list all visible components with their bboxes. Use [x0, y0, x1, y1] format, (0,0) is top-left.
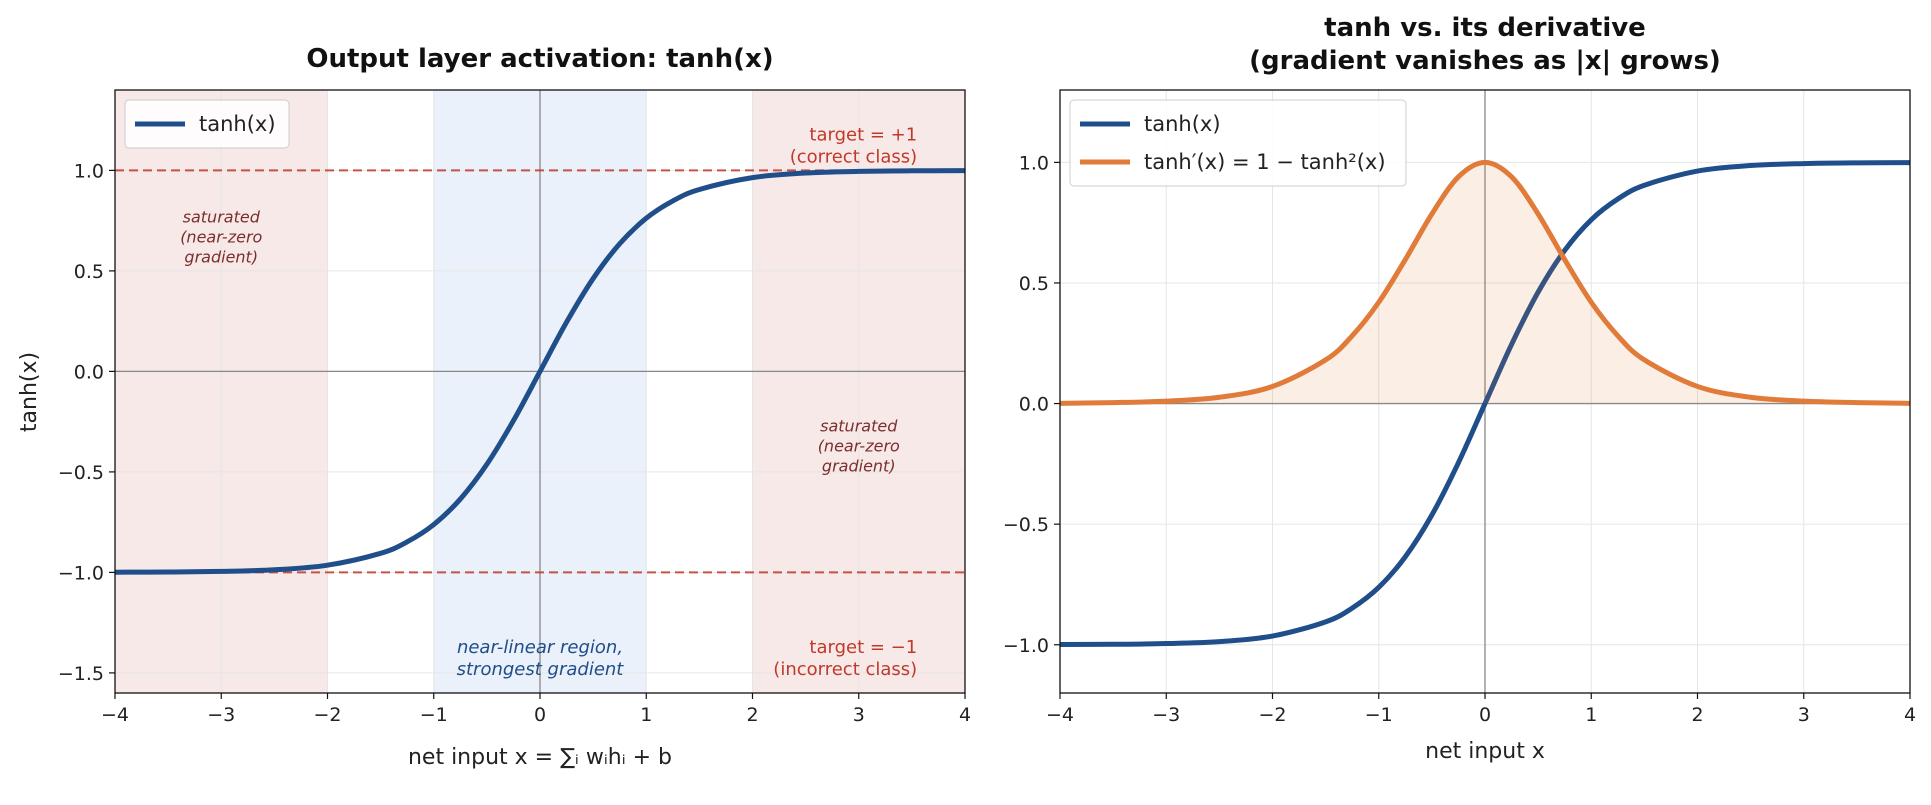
right-ticks: −4 −3 −2 −1 0 1 2 3 4 1.0 0.5 0.0 −0.5 −1.0: [1003, 152, 1916, 726]
x-tick-label: 2: [1691, 704, 1703, 726]
y-tick-label: 0.5: [1019, 273, 1049, 295]
legend-label: tanh′(x) = 1 − tanh²(x): [1144, 150, 1386, 174]
annotation-target-negative: target = −1 (incorrect class): [773, 637, 917, 680]
x-tick-label: 3: [853, 704, 865, 726]
x-tick-label: 0: [1479, 704, 1491, 726]
left-x-axis-label: net input x = ∑ᵢ wᵢhᵢ + b: [408, 745, 672, 770]
x-tick-label: −4: [1046, 704, 1074, 726]
annotation-near-linear: near-linear region, strongest gradient: [457, 637, 625, 680]
x-tick-label: −2: [313, 704, 341, 726]
left-ticks: −4 −3 −2 −1 0 1 2 3 4 1.0 0.5 0.0 −0.5 −1.0 −1.5: [58, 160, 971, 726]
left-series: [114, 168, 966, 575]
x-tick-label: −2: [1258, 704, 1286, 726]
y-tick-label: 1.0: [74, 160, 104, 182]
y-tick-label: 1.0: [1019, 152, 1049, 174]
series-line-0: [114, 168, 966, 575]
x-tick-label: −1: [420, 704, 448, 726]
y-tick-label: 0.5: [74, 261, 104, 283]
annotation-target-positive: target = +1 (correct class): [790, 124, 917, 167]
y-tick-label: 0.0: [74, 361, 104, 383]
left-y-axis-label: tanh(x): [17, 352, 42, 432]
right-chart-title-line2: (gradient vanishes as |x| grows): [1249, 46, 1721, 76]
x-tick-label: 1: [640, 704, 652, 726]
legend-label: tanh(x): [199, 112, 276, 136]
y-tick-label: −0.5: [1003, 514, 1049, 536]
x-tick-label: −3: [1152, 704, 1180, 726]
x-tick-label: 4: [959, 704, 971, 726]
left-chart: Output layer activation: tanh(x) saturat…: [17, 44, 971, 770]
series-line-1: [1059, 159, 1911, 406]
legend-label: tanh(x): [1144, 112, 1221, 136]
x-tick-label: −4: [101, 704, 129, 726]
x-tick-label: 1: [1585, 704, 1597, 726]
y-tick-label: −1.5: [58, 663, 104, 685]
y-tick-label: −0.5: [58, 462, 104, 484]
x-tick-label: 0: [534, 704, 546, 726]
series-fill-derivative: [1060, 162, 1910, 404]
left-legend: tanh(x): [124, 99, 290, 149]
left-annotations: saturated (near-zero gradient) saturated (ne…: [180, 124, 917, 680]
x-tick-label: −1: [1365, 704, 1393, 726]
series-line-0: [1059, 160, 1911, 648]
right-chart-title-line1: tanh vs. its derivative: [1324, 13, 1646, 43]
right-chart: tanh vs. its derivative (gradient vanish…: [1003, 13, 1916, 764]
right-series: [1059, 159, 1911, 648]
legend-box: [1069, 99, 1407, 187]
right-x-axis-label: net input x: [1425, 739, 1545, 764]
y-tick-label: −1.0: [58, 562, 104, 584]
x-tick-label: 4: [1904, 704, 1916, 726]
x-tick-label: 3: [1798, 704, 1810, 726]
legend-box: [124, 99, 290, 149]
annotation-saturated-left: saturated (near-zero gradient): [180, 208, 262, 267]
right-legend: tanh(x) tanh′(x) = 1 − tanh²(x): [1069, 99, 1407, 187]
y-tick-label: 0.0: [1019, 394, 1049, 416]
x-tick-label: −3: [207, 704, 235, 726]
x-tick-label: 2: [746, 704, 758, 726]
left-chart-title: Output layer activation: tanh(x): [306, 44, 773, 74]
annotation-saturated-right: saturated (near-zero gradient): [818, 417, 900, 476]
y-tick-label: −1.0: [1003, 635, 1049, 657]
